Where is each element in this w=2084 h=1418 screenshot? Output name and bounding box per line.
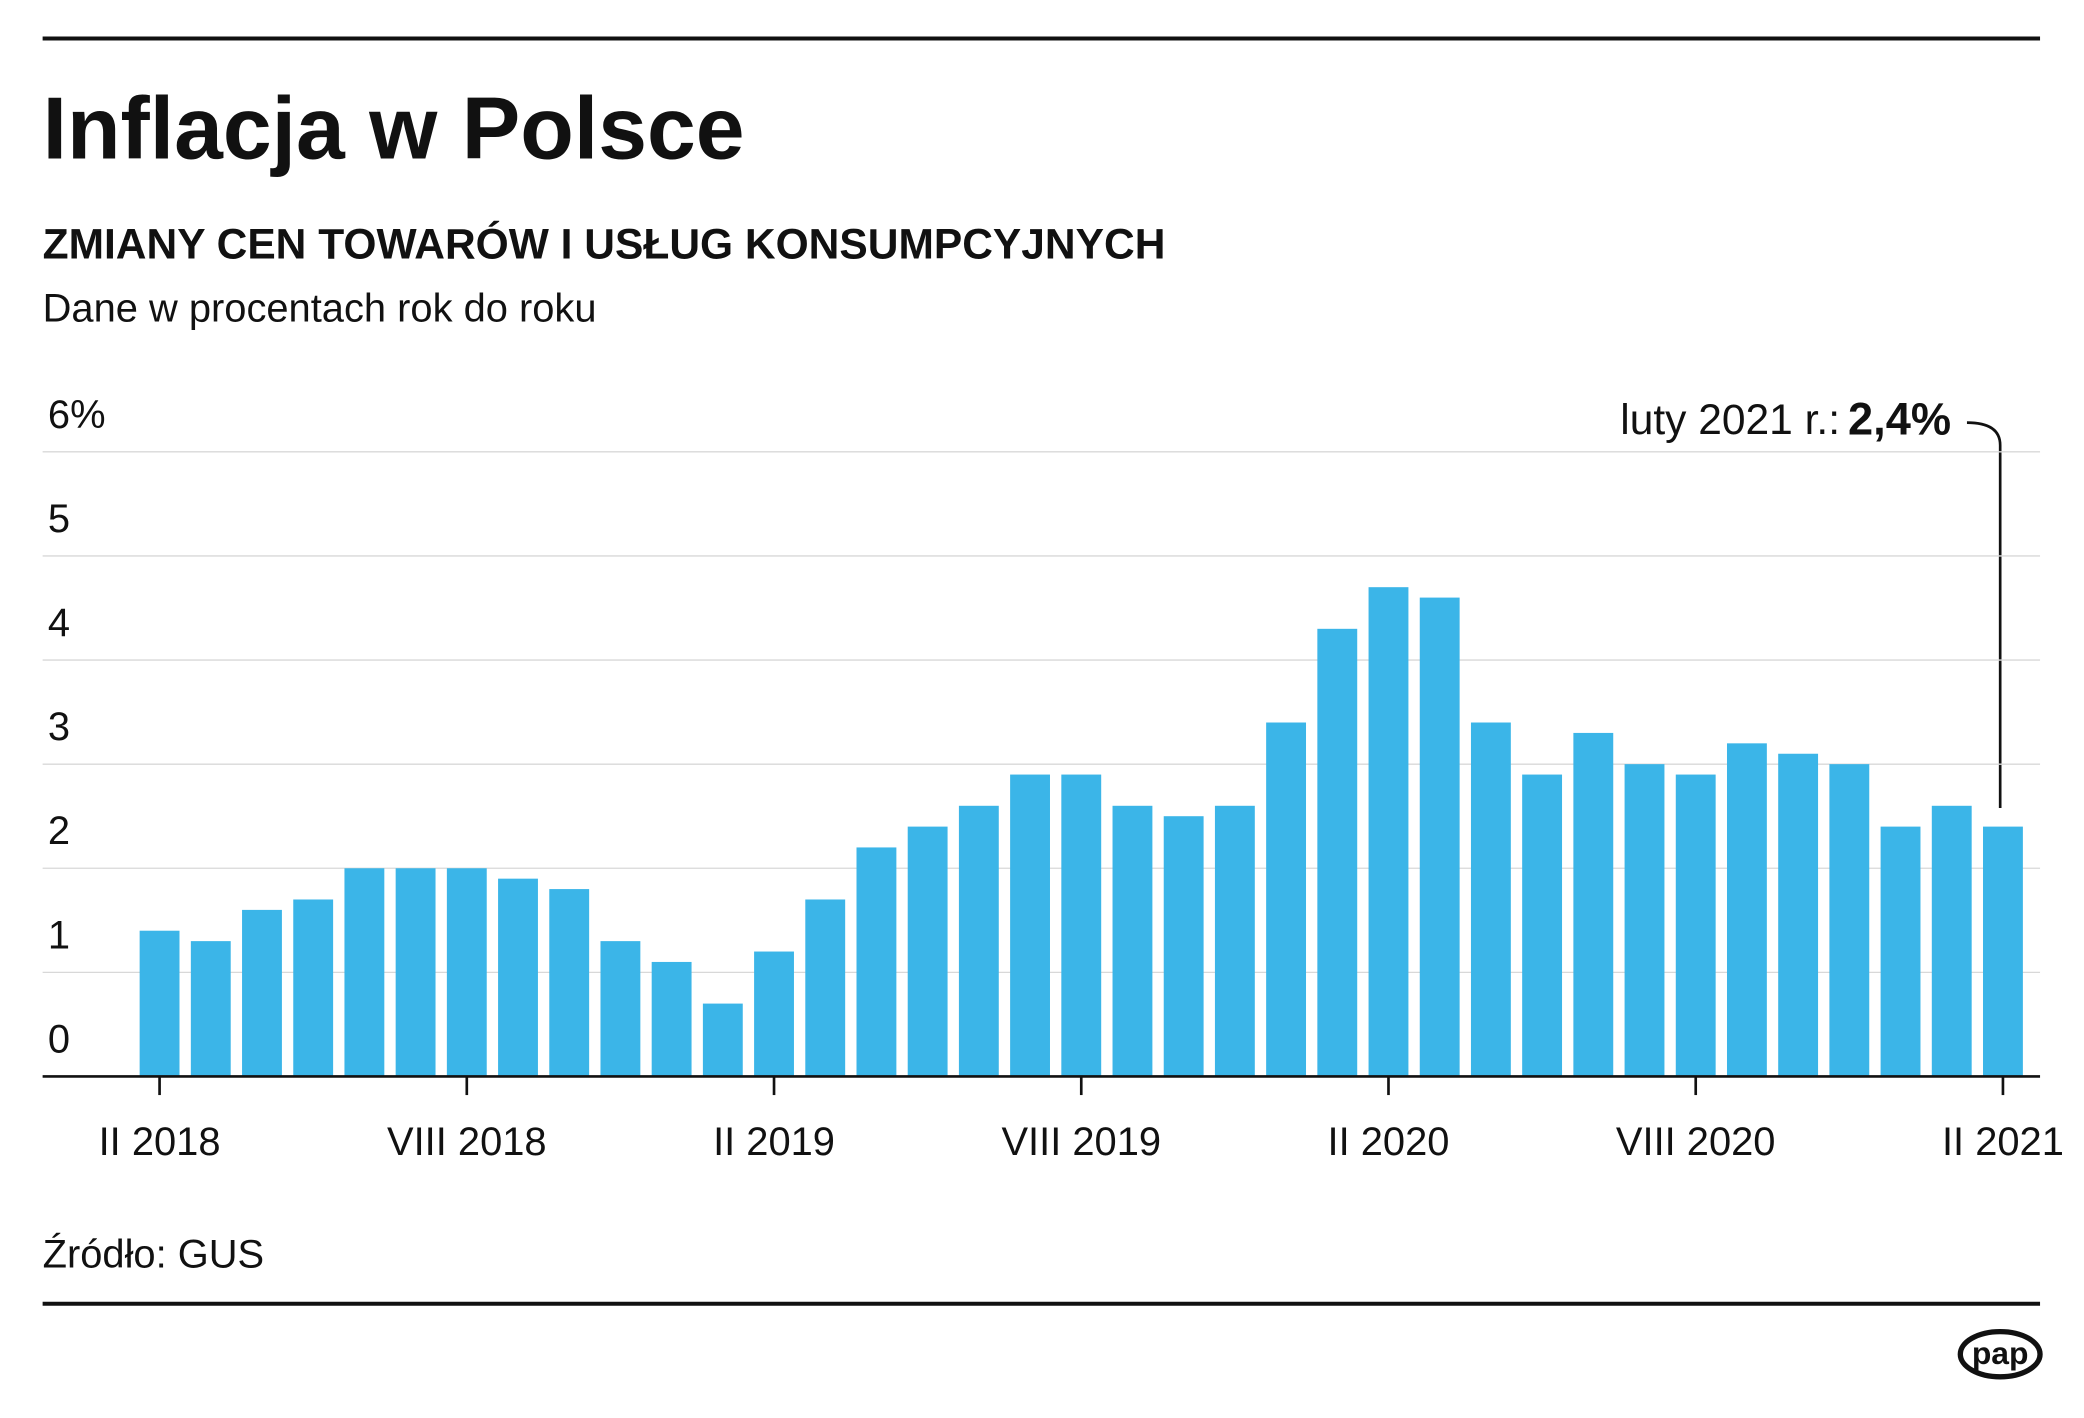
bar bbox=[293, 899, 334, 1077]
x-tick-label: VIII 2019 bbox=[1001, 1120, 1161, 1164]
bar bbox=[600, 941, 641, 1077]
bar bbox=[1624, 764, 1665, 1077]
y-tick-label: 5 bbox=[48, 497, 70, 541]
bar bbox=[1010, 774, 1050, 1077]
logo: pap bbox=[1972, 1335, 2029, 1371]
chart-title: Inflacja w Polsce bbox=[43, 80, 745, 178]
value-label: 2,4% bbox=[1848, 394, 1951, 445]
bar bbox=[1983, 826, 2023, 1077]
plot: 0 1 2 3 4 5 6% II 2018 VIII 2018 II 2019 VIII 2019… bbox=[42, 393, 2064, 1164]
y-tick-label: 6% bbox=[48, 393, 106, 437]
bar bbox=[1266, 722, 1307, 1077]
x-tick-label: II 2021 bbox=[1942, 1120, 2064, 1164]
bar bbox=[958, 805, 999, 1077]
bar bbox=[754, 951, 794, 1077]
y-tick-label: 0 bbox=[48, 1017, 70, 1061]
bar bbox=[1419, 597, 1460, 1077]
description: Dane w procentach rok do roku bbox=[43, 287, 597, 331]
bar bbox=[190, 941, 231, 1077]
bar bbox=[651, 961, 692, 1077]
bar bbox=[395, 868, 436, 1077]
bar bbox=[856, 847, 897, 1077]
bar bbox=[1829, 764, 1870, 1077]
y-tick-label: 3 bbox=[48, 705, 70, 749]
bar bbox=[1317, 628, 1358, 1077]
bar bbox=[1470, 722, 1511, 1077]
bar bbox=[498, 878, 538, 1077]
subtitle: ZMIANY CEN TOWARÓW I USŁUG KONSUMPCYJNYC… bbox=[43, 219, 1166, 268]
bar bbox=[702, 1003, 743, 1077]
x-tick-label: II 2018 bbox=[99, 1120, 221, 1164]
bar bbox=[1880, 826, 1921, 1077]
bar bbox=[1726, 743, 1767, 1077]
source: Źródło: GUS bbox=[43, 1232, 265, 1277]
bar bbox=[446, 868, 487, 1077]
x-tick-label: II 2019 bbox=[713, 1120, 835, 1164]
bar bbox=[1522, 774, 1563, 1077]
y-tick-label: 4 bbox=[48, 601, 70, 645]
bar bbox=[1675, 774, 1716, 1077]
bar bbox=[805, 899, 846, 1077]
bar bbox=[549, 889, 590, 1077]
x-tick-label: VIII 2018 bbox=[387, 1120, 547, 1164]
bar bbox=[1368, 587, 1409, 1077]
bar bbox=[1214, 805, 1255, 1077]
bar bbox=[1061, 774, 1102, 1077]
annotation: luty 2021 r.: bbox=[1620, 397, 1840, 444]
y-tick-label: 1 bbox=[48, 913, 70, 957]
bar bbox=[1931, 805, 1972, 1077]
bar bbox=[907, 826, 948, 1077]
bar bbox=[1778, 753, 1819, 1077]
logo-badge bbox=[1957, 1328, 2043, 1380]
leader-line bbox=[1966, 421, 2002, 809]
x-tick-label: II 2020 bbox=[1328, 1120, 1450, 1164]
bar bbox=[344, 868, 385, 1077]
bar bbox=[242, 909, 282, 1077]
x-tick-label: VIII 2020 bbox=[1616, 1120, 1776, 1164]
bar bbox=[139, 930, 180, 1077]
bar bbox=[1163, 816, 1204, 1077]
bar bbox=[1112, 805, 1153, 1077]
y-tick-label: 2 bbox=[48, 809, 70, 853]
bar bbox=[1573, 732, 1614, 1077]
